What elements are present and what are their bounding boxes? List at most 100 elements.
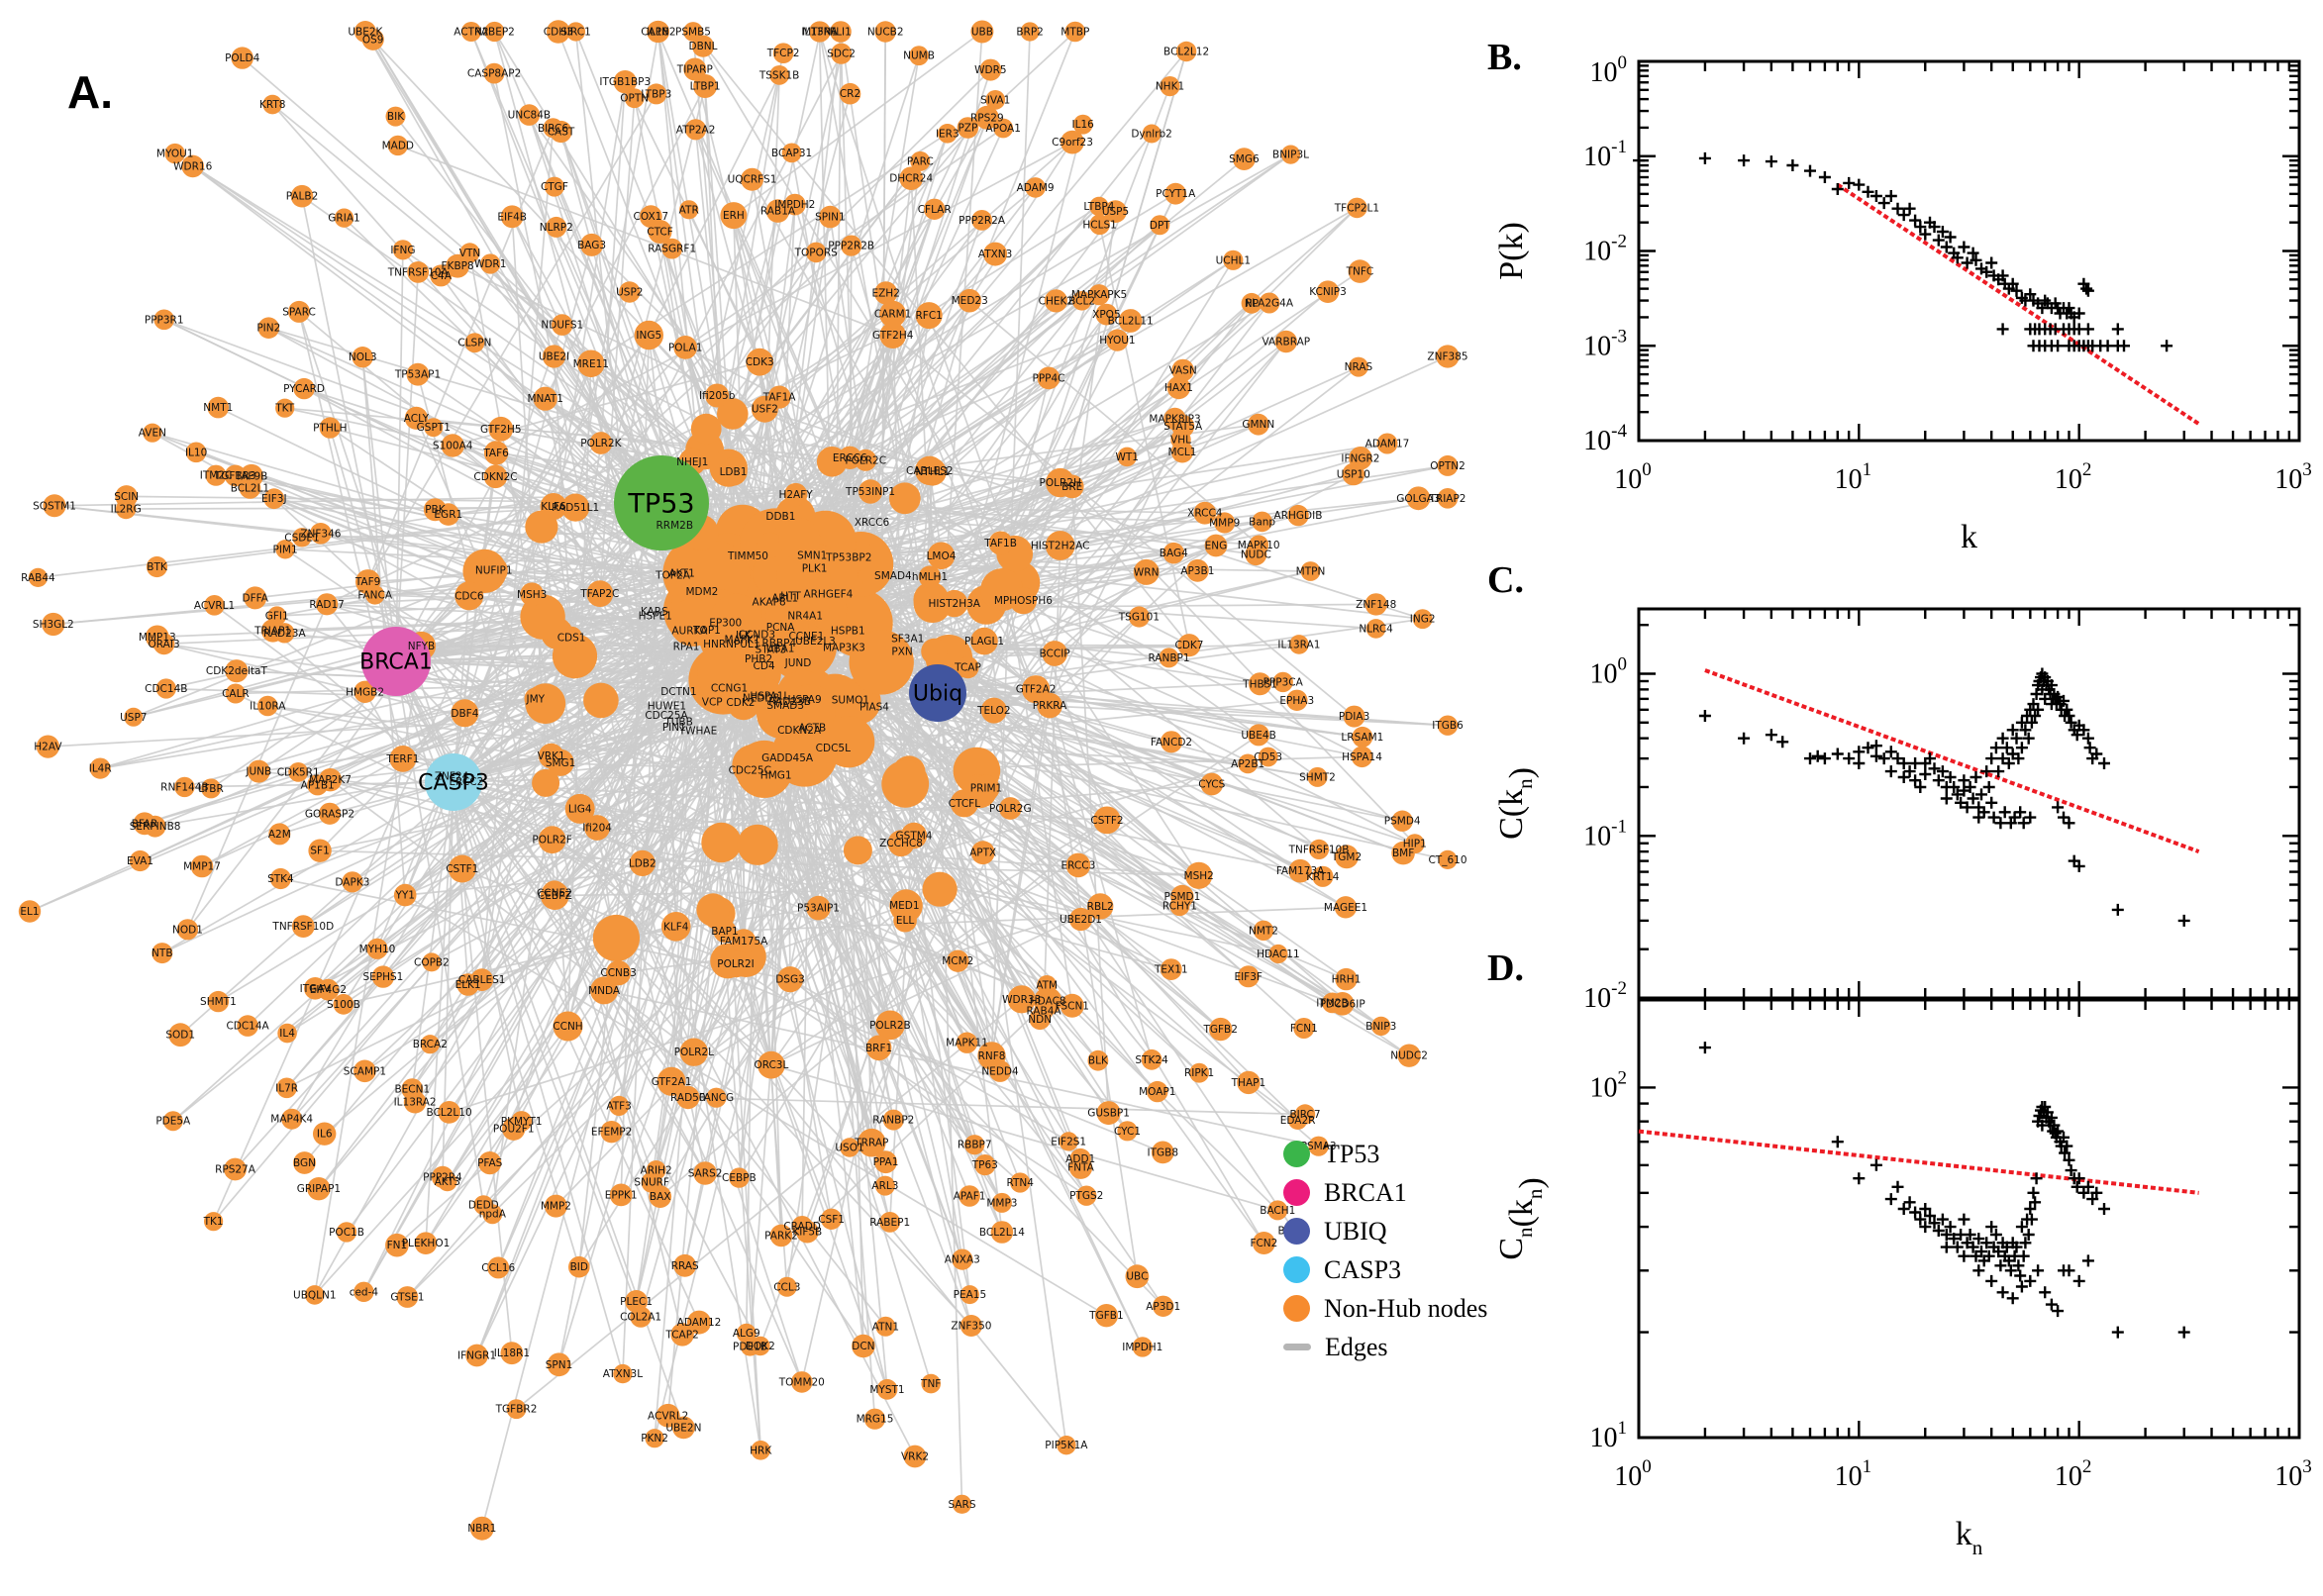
non-hub-node[interactable] <box>430 264 453 287</box>
non-hub-node[interactable] <box>879 300 907 328</box>
non-hub-node[interactable] <box>333 993 354 1015</box>
non-hub-node[interactable] <box>1334 896 1358 919</box>
non-hub-node[interactable] <box>36 735 60 758</box>
non-hub-node[interactable] <box>422 952 442 972</box>
non-hub-node[interactable] <box>876 1378 898 1400</box>
non-hub-node[interactable] <box>552 314 573 336</box>
non-hub-node[interactable] <box>544 1194 567 1218</box>
non-hub-node[interactable] <box>1037 366 1060 390</box>
non-hub-node[interactable] <box>1252 511 1272 533</box>
non-hub-node[interactable] <box>1406 486 1431 511</box>
non-hub-node[interactable] <box>276 1077 297 1099</box>
non-hub-node[interactable] <box>1371 1016 1391 1037</box>
non-hub-node[interactable] <box>307 1177 331 1201</box>
non-hub-node[interactable] <box>696 893 730 927</box>
non-hub-node[interactable] <box>964 1135 985 1155</box>
non-hub-node[interactable] <box>263 488 285 510</box>
non-hub-node[interactable] <box>974 1154 996 1176</box>
non-hub-node[interactable] <box>1343 705 1365 728</box>
non-hub-node[interactable] <box>751 395 778 423</box>
non-hub-node[interactable] <box>609 1095 630 1116</box>
non-hub-node[interactable] <box>956 1032 978 1053</box>
non-hub-node[interactable] <box>791 1216 813 1238</box>
non-hub-node[interactable] <box>1089 196 1109 217</box>
hub-node-brca1[interactable] <box>361 627 431 696</box>
non-hub-node[interactable] <box>1150 215 1170 236</box>
non-hub-node[interactable] <box>583 682 619 719</box>
non-hub-node[interactable] <box>371 965 395 988</box>
non-hub-node[interactable] <box>465 1344 488 1367</box>
non-hub-node[interactable] <box>190 854 214 878</box>
non-hub-node[interactable] <box>641 1171 662 1193</box>
non-hub-node[interactable] <box>1352 726 1373 748</box>
non-hub-node[interactable] <box>354 1059 376 1083</box>
non-hub-node[interactable] <box>1118 309 1143 333</box>
non-hub-node[interactable] <box>879 322 906 349</box>
non-hub-node[interactable] <box>185 442 207 463</box>
non-hub-node[interactable] <box>960 1285 979 1305</box>
non-hub-node[interactable] <box>1166 375 1191 400</box>
non-hub-node[interactable] <box>146 555 168 578</box>
non-hub-node[interactable] <box>831 43 853 64</box>
non-hub-node[interactable] <box>673 1253 697 1277</box>
non-hub-node[interactable] <box>985 90 1006 110</box>
non-hub-node[interactable] <box>262 94 283 115</box>
non-hub-node[interactable] <box>924 198 946 220</box>
non-hub-node[interactable] <box>1160 76 1180 97</box>
non-hub-node[interactable] <box>1175 41 1197 62</box>
non-hub-node[interactable] <box>543 118 563 139</box>
non-hub-node[interactable] <box>231 47 253 69</box>
non-hub-node[interactable] <box>1060 993 1084 1018</box>
non-hub-node[interactable] <box>1068 907 1093 932</box>
non-hub-node[interactable] <box>874 1150 897 1174</box>
non-hub-node[interactable] <box>710 593 763 647</box>
non-hub-node[interactable] <box>483 62 505 84</box>
non-hub-node[interactable] <box>275 540 295 559</box>
non-hub-node[interactable] <box>701 822 742 863</box>
non-hub-node[interactable] <box>679 1038 708 1066</box>
non-hub-node[interactable] <box>624 88 645 109</box>
non-hub-node[interactable] <box>288 300 310 323</box>
non-hub-node[interactable] <box>660 912 691 942</box>
non-hub-node[interactable] <box>538 743 564 769</box>
non-hub-node[interactable] <box>776 966 804 993</box>
non-hub-node[interactable] <box>980 697 1007 724</box>
non-hub-node[interactable] <box>1241 292 1262 314</box>
non-hub-node[interactable] <box>1307 766 1328 787</box>
non-hub-node[interactable] <box>805 242 827 263</box>
non-hub-node[interactable] <box>561 493 590 522</box>
non-hub-node[interactable] <box>205 464 227 486</box>
non-hub-node[interactable] <box>240 463 263 488</box>
non-hub-node[interactable] <box>352 347 373 368</box>
non-hub-node[interactable] <box>1087 1049 1109 1071</box>
non-hub-node[interactable] <box>1088 284 1110 306</box>
non-hub-node[interactable] <box>613 1363 633 1384</box>
non-hub-node[interactable] <box>237 1015 258 1037</box>
non-hub-node[interactable] <box>293 377 315 400</box>
non-hub-node[interactable] <box>423 498 447 522</box>
non-hub-node[interactable] <box>1069 1147 1091 1170</box>
non-hub-node[interactable] <box>1042 641 1067 666</box>
non-hub-node[interactable] <box>1214 512 1236 534</box>
non-hub-node[interactable] <box>1437 454 1459 476</box>
non-hub-node[interactable] <box>1117 1121 1138 1142</box>
non-hub-node[interactable] <box>938 124 958 144</box>
non-hub-node[interactable] <box>469 1516 494 1541</box>
non-hub-node[interactable] <box>1037 692 1062 719</box>
non-hub-node[interactable] <box>590 976 619 1005</box>
non-hub-node[interactable] <box>957 117 979 139</box>
non-hub-node[interactable] <box>115 485 138 508</box>
non-hub-node[interactable] <box>1163 407 1186 431</box>
non-hub-node[interactable] <box>584 815 610 841</box>
non-hub-node[interactable] <box>207 990 230 1013</box>
non-hub-node[interactable] <box>858 479 883 504</box>
non-hub-node[interactable] <box>1237 965 1260 988</box>
non-hub-node[interactable] <box>268 823 291 846</box>
non-hub-node[interactable] <box>520 582 545 607</box>
non-hub-node[interactable] <box>656 1403 680 1428</box>
non-hub-node[interactable] <box>1093 806 1121 835</box>
non-hub-node[interactable] <box>776 543 847 614</box>
non-hub-node[interactable] <box>910 150 931 171</box>
non-hub-node[interactable] <box>960 1315 982 1337</box>
non-hub-node[interactable] <box>544 176 564 197</box>
